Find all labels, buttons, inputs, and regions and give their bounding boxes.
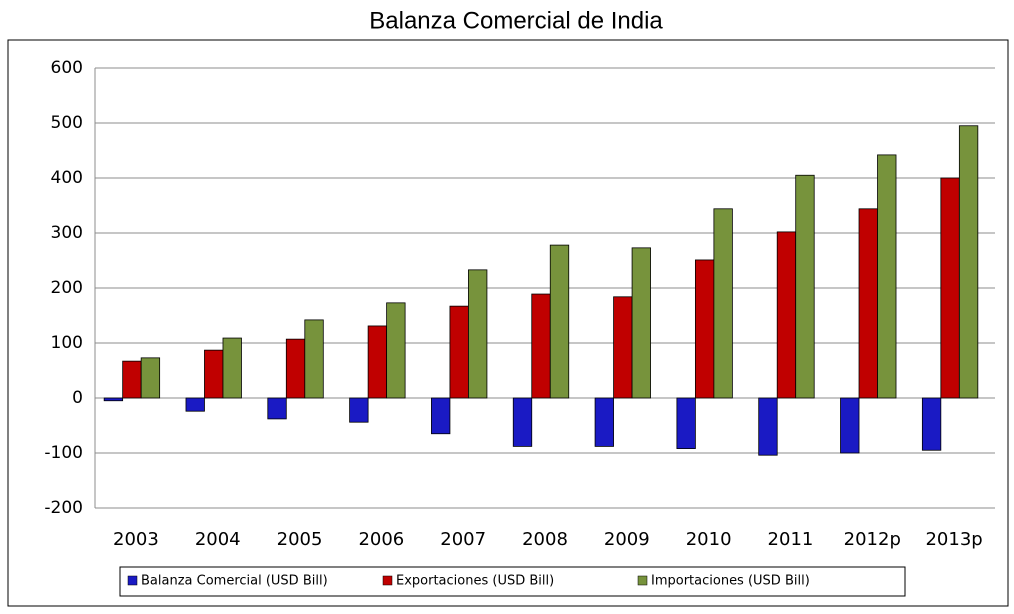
bar [613,296,633,399]
bar [103,397,124,402]
y-tick-label: -100 [44,443,83,463]
x-tick-label: 2007 [440,529,486,550]
y-tick-label: 600 [51,58,83,78]
x-tick-label: 2008 [522,529,568,550]
bar [795,174,815,399]
bar [594,397,614,447]
bar [367,325,388,399]
chart-frame [7,39,1009,607]
bar [713,208,733,399]
x-tick-label: 2009 [604,529,650,550]
bar [449,305,469,399]
bar [285,338,306,399]
legend-swatch [637,575,648,586]
y-tick-label: 0 [72,388,83,408]
bar [468,269,488,399]
x-tick-label: 2005 [277,529,323,550]
bar [858,208,878,399]
y-tick-label: 200 [51,278,83,298]
y-tick-label: 500 [51,113,83,133]
y-tick-label: -200 [44,498,83,518]
legend-label: Importaciones (USD Bill) [651,574,810,589]
bar [386,302,406,399]
bar [940,177,960,399]
bar [921,397,942,451]
bar [877,154,897,399]
bar [958,125,979,399]
bar [204,349,224,399]
x-tick-label: 2004 [195,529,241,550]
y-tick-label: 300 [51,223,83,243]
x-tick-label: 2012p [844,529,901,550]
bar [758,397,778,456]
legend-swatch [382,575,393,586]
legend-box [119,566,906,597]
x-tick-label: 2013p [925,529,982,550]
bar [631,247,651,399]
x-tick-label: 2006 [358,529,404,550]
bar [431,397,451,435]
bar [222,337,242,399]
bar [549,244,570,399]
legend-label: Exportaciones (USD Bill) [396,574,554,589]
bar [122,360,142,399]
bar [676,397,696,449]
bar [512,397,533,447]
x-tick-label: 2010 [686,529,732,550]
bar [694,259,715,399]
bar [840,397,860,454]
bar [531,293,551,399]
x-tick-label: 2011 [768,529,814,550]
bar [185,397,205,412]
bar [140,357,161,399]
bar [776,231,797,399]
legend-swatch [127,575,138,586]
bar [304,319,324,399]
legend-label: Balanza Comercial (USD Bill) [141,574,328,589]
y-tick-label: 100 [51,333,83,353]
bar [267,397,287,420]
bar [349,397,369,423]
chart-title: Balanza Comercial de India [369,7,663,34]
y-tick-label: 400 [51,168,83,188]
x-tick-label: 2003 [113,529,159,550]
